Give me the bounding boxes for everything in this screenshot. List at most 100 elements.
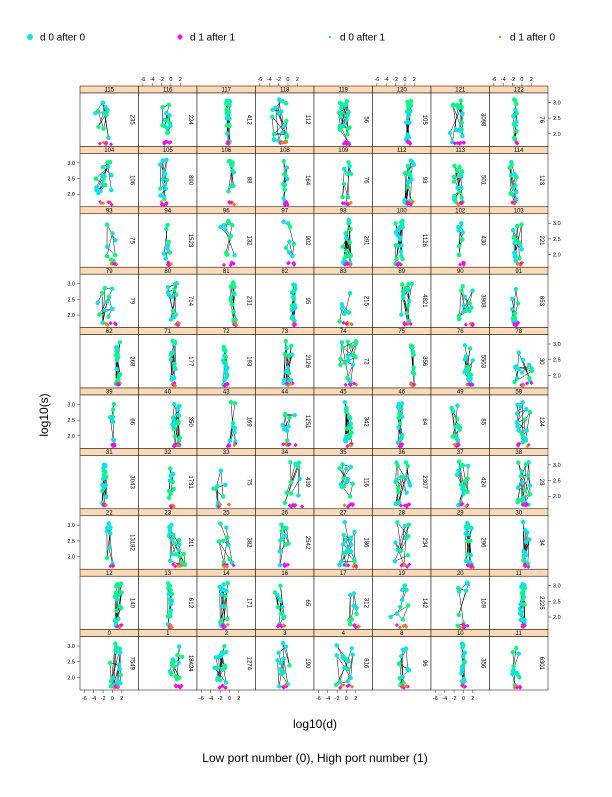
panel-count-label: 79 (129, 298, 135, 305)
panel-point (293, 502, 298, 507)
panel-point (454, 416, 460, 422)
panel-point (165, 118, 170, 123)
panel-point (100, 174, 105, 179)
panel-point (399, 282, 405, 287)
panel-point (405, 201, 410, 206)
panel-point (519, 247, 524, 252)
panel-strip-label: 10 (457, 631, 464, 637)
panel-point (510, 649, 516, 655)
panel-point (165, 222, 170, 228)
panel-point (168, 357, 173, 362)
panel-point (399, 414, 405, 420)
axis-ticks: -6 -4 -2 0 2-6 -4 -2 0 2-6 -4 -2 0 2-6 -4 -2 0 2-6 -4 -2 0 2… (67, 77, 560, 702)
panel-point (109, 261, 114, 266)
panel-point (277, 597, 283, 602)
panel-strip-label: 22 (106, 510, 113, 516)
panel: 80 714 (138, 266, 198, 328)
panel-point (461, 491, 466, 497)
panel-point (107, 660, 113, 666)
panel: 17 312 (313, 568, 373, 630)
panel-strip-label: 11 (516, 631, 523, 637)
panel-point (223, 685, 228, 690)
panel-point (160, 177, 165, 182)
panel-count-label: 23 (538, 479, 544, 486)
panel: 121 3098 (430, 85, 490, 147)
y-tick-label: 2.0 (553, 615, 561, 621)
panel-point (515, 261, 520, 266)
panel-point (405, 464, 411, 469)
panel-point (516, 651, 521, 656)
panel: 109 76 (313, 146, 373, 208)
panel-point (351, 502, 356, 507)
panel-point (513, 286, 519, 292)
panel: 30 34 (489, 508, 549, 570)
panel-point (406, 110, 412, 115)
panel-point (393, 540, 398, 545)
legend-entry: d 0 after 1 (328, 33, 385, 44)
panel-plot-area (313, 636, 373, 691)
panel-point (181, 551, 187, 557)
y-tick-label: 2.5 (67, 660, 75, 666)
panel-point (117, 646, 123, 651)
panel-point (94, 185, 99, 190)
panel-point (283, 369, 289, 375)
panel-point (215, 484, 220, 489)
panel-point (169, 591, 175, 597)
panel-point (401, 683, 406, 688)
panel-point (108, 321, 113, 326)
panel-count-label: 186 (363, 537, 369, 548)
y-axis-label: log10(s) (37, 393, 51, 436)
panel-point (509, 162, 514, 167)
legend-entry: d 1 after 0 (498, 33, 555, 44)
panel-point (179, 684, 184, 689)
panel-point (164, 139, 169, 144)
panel-point (104, 299, 110, 304)
panel-point (296, 493, 301, 498)
panel-point (519, 498, 525, 503)
panel-strip-label: 117 (221, 88, 231, 94)
panel-point (345, 131, 350, 137)
panel-count-label: 34 (538, 539, 544, 546)
panel-point (398, 262, 403, 267)
y-tick-label: 3.0 (553, 342, 561, 348)
panel-point (342, 166, 347, 172)
panel-point (275, 658, 280, 663)
panel-point (343, 537, 348, 542)
panel-point (168, 608, 173, 613)
panel-point (411, 352, 416, 358)
panel-point (288, 491, 294, 496)
panel-point (216, 539, 222, 544)
panel-point (103, 494, 108, 500)
panel-point (225, 616, 230, 622)
panel-point (284, 199, 289, 204)
panel-point (529, 366, 534, 371)
panel: 72 193 (196, 327, 256, 389)
panel-point (465, 552, 470, 557)
panel: 106 88 (196, 146, 256, 208)
panel-point (525, 444, 530, 449)
panel-strip-label: 20 (457, 571, 464, 577)
panel-point (283, 338, 289, 344)
y-tick-label: 2.5 (553, 599, 561, 605)
x-tick-label: -2 (159, 77, 164, 83)
panel-point (119, 622, 124, 627)
panel-point (512, 315, 518, 320)
panel-count-label: 190 (304, 658, 310, 669)
panel-point (342, 483, 347, 489)
panel-point (215, 665, 221, 670)
panel-point (343, 438, 349, 444)
y-tick-label: 2.0 (553, 494, 561, 500)
panel-point (338, 482, 343, 487)
panel-count-label: 30 (538, 358, 544, 365)
panel-strip-label: 32 (164, 450, 171, 456)
panel-count-label: 2307 (421, 475, 427, 489)
panel-point (109, 306, 115, 312)
x-tick-label: -2 (510, 77, 515, 83)
panel-point (344, 466, 349, 472)
panel-strip-label: 1 (166, 631, 170, 637)
x-tick-label: -6 (140, 77, 145, 83)
panel-point (398, 604, 403, 610)
panel-point (513, 364, 518, 370)
panel-point (112, 443, 117, 448)
